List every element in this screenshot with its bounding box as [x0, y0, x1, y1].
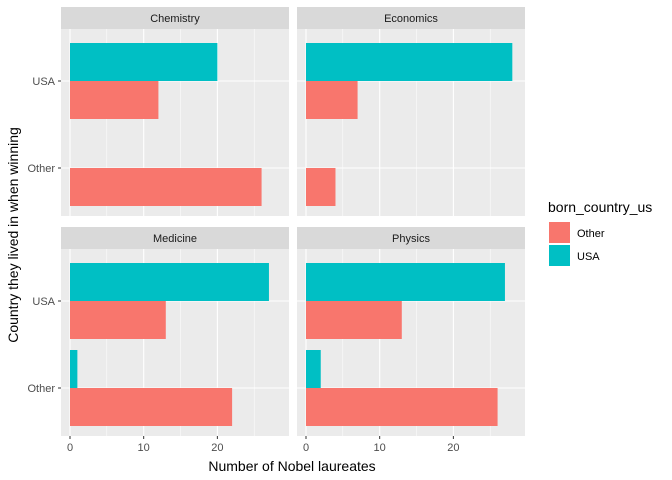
strip-label-chemistry: Chemistry: [150, 13, 200, 25]
bar-medicine-other-other: [70, 388, 233, 426]
y-tick-label: USA: [32, 76, 55, 88]
facet-panels: Chemistry Other USA Economics Medicine 0 10 20 O…: [27, 7, 525, 454]
bar-medicine-usa-usa: [70, 263, 269, 301]
bar-chemistry-usa-usa: [70, 43, 218, 81]
legend-label-usa: USA: [577, 251, 600, 263]
y-axis-title: Country they lived in when winning: [5, 127, 21, 343]
facet-economics: Economics: [297, 7, 525, 216]
bar-physics-usa-other: [306, 301, 402, 339]
legend: born_country_us Other USA: [548, 199, 652, 266]
bar-chemistry-usa-other: [70, 81, 159, 119]
x-tick-label: 20: [211, 442, 223, 454]
bar-chemistry-other-other: [70, 168, 262, 206]
strip-label-medicine: Medicine: [153, 233, 197, 245]
x-tick-label: 10: [138, 442, 150, 454]
x-tick-label: 0: [303, 442, 309, 454]
x-tick-label: 0: [67, 442, 73, 454]
bar-physics-other-usa: [306, 350, 321, 388]
x-axis-title: Number of Nobel laureates: [208, 458, 375, 474]
y-tick-label: USA: [32, 296, 55, 308]
bar-economics-other-other: [306, 168, 336, 206]
legend-key-other: [549, 222, 570, 243]
strip-label-economics: Economics: [384, 13, 438, 25]
strip-physics: [297, 227, 525, 249]
x-tick-label: 10: [374, 442, 386, 454]
bar-economics-usa-usa: [306, 43, 513, 81]
strip-medicine: [61, 227, 289, 249]
legend-label-other: Other: [577, 228, 605, 240]
facet-chemistry: Chemistry Other USA: [27, 7, 289, 216]
bar-economics-usa-other: [306, 81, 358, 119]
x-tick-label: 20: [447, 442, 459, 454]
facet-medicine: Medicine 0 10 20 Other USA: [27, 227, 289, 454]
bar-physics-other-other: [306, 388, 498, 426]
legend-key-usa: [549, 245, 570, 266]
strip-economics: [297, 7, 525, 29]
facet-physics: Physics 0 10 20: [297, 227, 525, 454]
strip-chemistry: [61, 7, 289, 29]
strip-label-physics: Physics: [392, 233, 430, 245]
legend-title: born_country_us: [548, 199, 652, 215]
bar-medicine-other-usa: [70, 350, 78, 388]
y-tick-label: Other: [27, 383, 55, 395]
y-tick-label: Other: [27, 163, 55, 175]
bar-medicine-usa-other: [70, 301, 166, 339]
bar-physics-usa-usa: [306, 263, 505, 301]
